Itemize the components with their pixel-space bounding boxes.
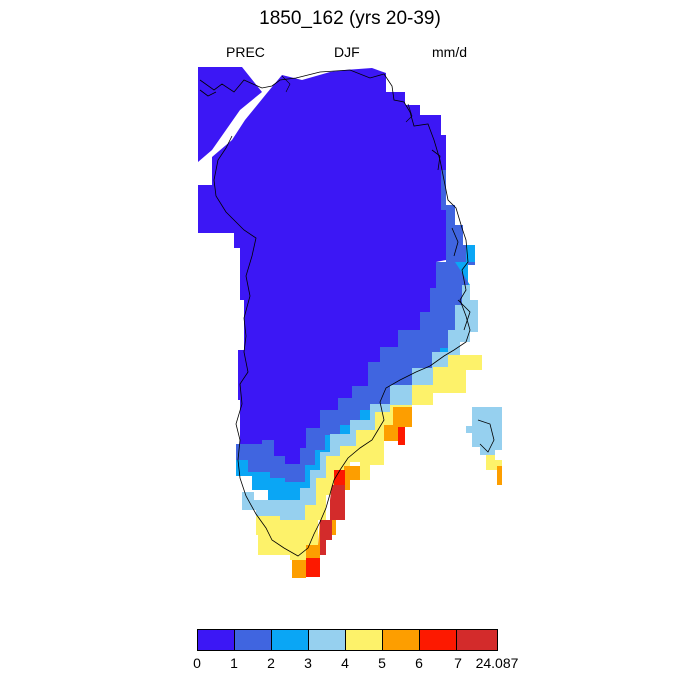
coastline-detail bbox=[281, 75, 413, 123]
region-level-3 bbox=[242, 285, 502, 520]
colorbar-label-5: 5 bbox=[378, 655, 386, 671]
colorbar-bin-6 bbox=[419, 629, 457, 651]
colorbar-bin-3 bbox=[308, 629, 346, 651]
region-level-1 bbox=[236, 170, 475, 482]
region-level-2 bbox=[236, 245, 475, 500]
colorbar-label-1: 1 bbox=[230, 655, 238, 671]
colorbar-bin-7 bbox=[456, 629, 498, 651]
colorbar-label-6: 6 bbox=[415, 655, 423, 671]
colorbar-bin-1 bbox=[234, 629, 272, 651]
units-label: mm/d bbox=[432, 44, 467, 60]
colorbar-label-2: 2 bbox=[267, 655, 275, 671]
colorbar-bin-4 bbox=[345, 629, 383, 651]
colorbar-bin-5 bbox=[382, 629, 420, 651]
map-title: 1850_162 (yrs 20-39) bbox=[259, 8, 441, 29]
region-level-7 bbox=[320, 485, 345, 555]
region-level-0 bbox=[198, 67, 446, 464]
colorbar-label-0: 0 bbox=[193, 655, 201, 671]
region-level-6 bbox=[306, 427, 405, 577]
colorbar-bin-0 bbox=[197, 629, 235, 651]
colorbar-bin-2 bbox=[271, 629, 309, 651]
colorbar-label-7: 7 bbox=[454, 655, 462, 671]
coastline bbox=[199, 69, 495, 557]
colorbar-label-8: 24.087 bbox=[475, 655, 519, 671]
colorbar-label-3: 3 bbox=[304, 655, 312, 671]
variable-label: PREC bbox=[226, 44, 265, 60]
season-label: DJF bbox=[334, 44, 360, 60]
colorbar-label-4: 4 bbox=[341, 655, 349, 671]
